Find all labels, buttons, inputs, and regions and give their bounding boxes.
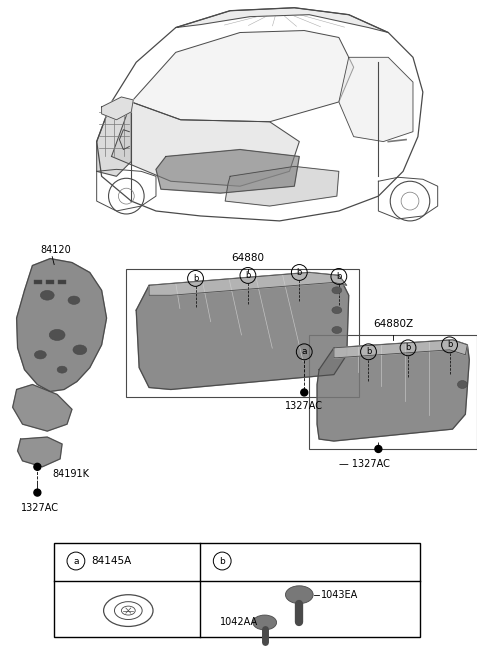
Text: b: b bbox=[219, 556, 225, 565]
Text: 1327AC: 1327AC bbox=[21, 502, 59, 512]
Ellipse shape bbox=[57, 366, 67, 373]
Ellipse shape bbox=[332, 287, 342, 294]
Circle shape bbox=[375, 445, 382, 453]
Polygon shape bbox=[96, 102, 131, 176]
Bar bbox=[58, 280, 66, 284]
Polygon shape bbox=[156, 150, 300, 193]
Polygon shape bbox=[131, 31, 354, 122]
Text: b: b bbox=[193, 274, 198, 283]
Text: 84120: 84120 bbox=[40, 245, 71, 255]
Text: — 1327AC: — 1327AC bbox=[339, 459, 390, 469]
Text: b: b bbox=[405, 343, 411, 352]
Ellipse shape bbox=[49, 329, 65, 340]
Text: 1327AC: 1327AC bbox=[285, 401, 323, 411]
Ellipse shape bbox=[253, 615, 276, 630]
Ellipse shape bbox=[35, 350, 46, 359]
Polygon shape bbox=[225, 167, 339, 206]
Circle shape bbox=[34, 463, 41, 470]
Ellipse shape bbox=[40, 291, 54, 300]
Ellipse shape bbox=[286, 586, 313, 604]
Text: 84191K: 84191K bbox=[52, 469, 89, 479]
Polygon shape bbox=[334, 340, 468, 358]
Bar bbox=[54, 543, 420, 638]
Ellipse shape bbox=[121, 606, 135, 615]
Circle shape bbox=[34, 489, 41, 496]
Text: 64880Z: 64880Z bbox=[373, 319, 413, 329]
Polygon shape bbox=[136, 272, 349, 390]
Text: 1042AA: 1042AA bbox=[220, 617, 258, 628]
Ellipse shape bbox=[332, 307, 342, 314]
Text: b: b bbox=[297, 268, 302, 277]
Text: b: b bbox=[447, 340, 452, 350]
Bar bbox=[46, 280, 54, 284]
Text: a: a bbox=[73, 556, 79, 565]
Bar bbox=[126, 268, 359, 398]
Text: b: b bbox=[366, 347, 371, 356]
Text: 84145A: 84145A bbox=[92, 556, 132, 566]
Polygon shape bbox=[317, 340, 469, 441]
Bar bbox=[309, 335, 477, 449]
Bar bbox=[35, 280, 42, 284]
Polygon shape bbox=[149, 272, 347, 295]
Ellipse shape bbox=[332, 327, 342, 333]
Text: b: b bbox=[336, 272, 342, 281]
Ellipse shape bbox=[457, 380, 468, 388]
Polygon shape bbox=[12, 384, 72, 431]
Circle shape bbox=[301, 389, 308, 396]
Text: 1043EA: 1043EA bbox=[321, 590, 358, 600]
Text: a: a bbox=[301, 347, 307, 356]
Ellipse shape bbox=[73, 345, 87, 355]
Text: 64880: 64880 bbox=[231, 253, 264, 262]
Ellipse shape bbox=[68, 296, 80, 304]
Polygon shape bbox=[176, 8, 388, 33]
Polygon shape bbox=[17, 258, 107, 392]
Polygon shape bbox=[102, 97, 133, 120]
Text: b: b bbox=[245, 271, 251, 280]
Polygon shape bbox=[18, 437, 62, 467]
Polygon shape bbox=[339, 57, 413, 142]
Polygon shape bbox=[111, 102, 300, 186]
